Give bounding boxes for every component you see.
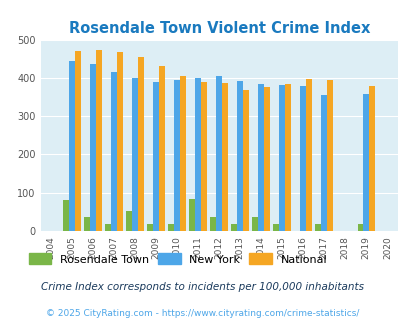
Bar: [84, 217, 90, 231]
Bar: [63, 200, 69, 231]
Bar: [75, 51, 81, 231]
Bar: [326, 80, 333, 231]
Bar: [252, 217, 258, 231]
Text: © 2025 CityRating.com - https://www.cityrating.com/crime-statistics/: © 2025 CityRating.com - https://www.city…: [46, 309, 359, 318]
Bar: [315, 224, 321, 231]
Bar: [237, 81, 243, 231]
Bar: [200, 82, 207, 231]
Bar: [369, 86, 374, 231]
Bar: [362, 94, 369, 231]
Bar: [285, 84, 290, 231]
Bar: [300, 86, 305, 231]
Bar: [189, 199, 195, 231]
Bar: [357, 224, 362, 231]
Bar: [132, 78, 138, 231]
Bar: [174, 80, 180, 231]
Bar: [117, 52, 123, 231]
Bar: [111, 72, 117, 231]
Bar: [180, 76, 185, 231]
Bar: [273, 224, 279, 231]
Bar: [279, 85, 285, 231]
Bar: [147, 224, 153, 231]
Bar: [90, 64, 96, 231]
Bar: [195, 78, 200, 231]
Text: Crime Index corresponds to incidents per 100,000 inhabitants: Crime Index corresponds to incidents per…: [41, 282, 364, 292]
Bar: [153, 82, 159, 231]
Bar: [305, 79, 311, 231]
Bar: [216, 76, 222, 231]
Bar: [264, 87, 269, 231]
Bar: [222, 83, 228, 231]
Title: Rosendale Town Violent Crime Index: Rosendale Town Violent Crime Index: [68, 21, 369, 36]
Bar: [258, 84, 264, 231]
Bar: [96, 50, 102, 231]
Bar: [105, 224, 111, 231]
Bar: [159, 66, 164, 231]
Bar: [321, 95, 326, 231]
Bar: [231, 224, 237, 231]
Bar: [138, 57, 144, 231]
Bar: [69, 61, 75, 231]
Legend: Rosendale Town, New York, National: Rosendale Town, New York, National: [26, 250, 330, 268]
Bar: [168, 224, 174, 231]
Bar: [126, 211, 132, 231]
Bar: [210, 217, 216, 231]
Bar: [243, 90, 249, 231]
